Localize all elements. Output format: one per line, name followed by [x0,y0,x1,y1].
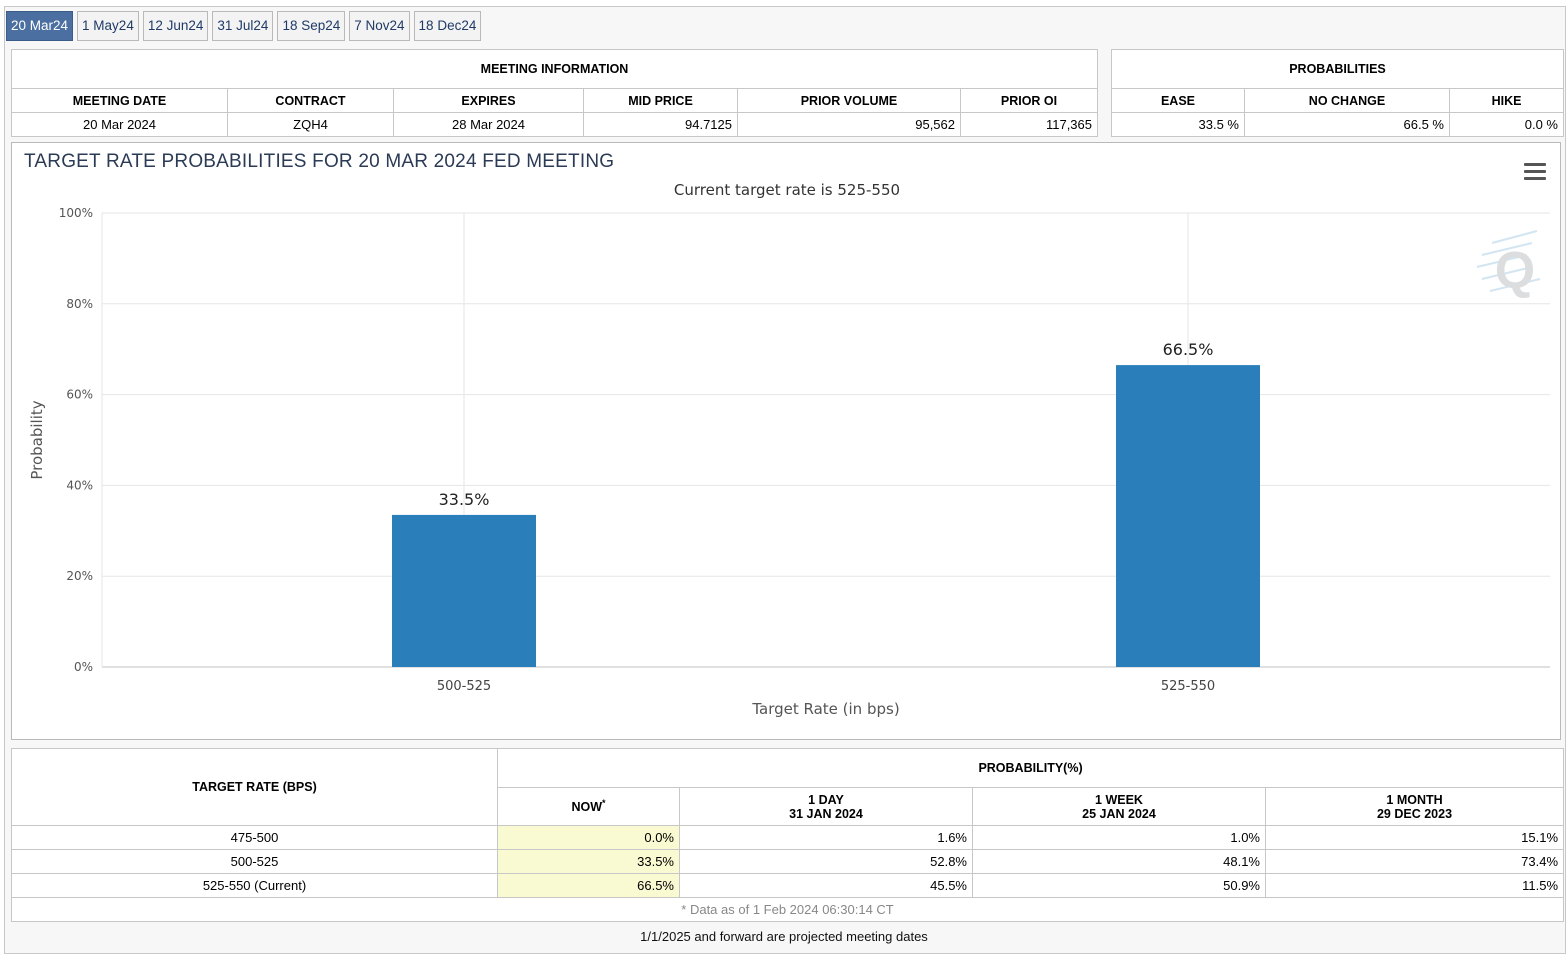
day-cell: 52.8% [679,849,973,874]
header-mid-price: MID PRICE [583,88,738,113]
y-tick-label: 20% [66,569,93,583]
chart-title: TARGET RATE PROBABILITIES FOR 20 MAR 202… [24,151,615,172]
month-cell: 73.4% [1264,849,1565,874]
tab-1-may24[interactable]: 1 May24 [77,11,139,41]
hike-value: 0.0 % [1449,112,1564,137]
header-contract: CONTRACT [227,88,394,113]
mid-price-value: 94.7125 [583,112,738,137]
tab-31-jul24[interactable]: 31 Jul24 [212,11,274,41]
meeting-tabs: 20 Mar24 1 May24 12 Jun24 31 Jul24 18 Se… [6,11,482,41]
y-tick-label: 80% [66,297,93,311]
month-cell: 15.1% [1264,825,1565,850]
prior-oi-value: 117,365 [960,112,1098,137]
day-cell: 45.5% [679,873,973,898]
table-row: 475-500 0.0% 1.6% 1.0% 15.1% [11,825,1565,850]
header-target-rate: TARGET RATE (BPS) [11,748,498,826]
ease-value: 33.5 % [1111,112,1245,137]
header-expires: EXPIRES [393,88,584,113]
data-timestamp-footnote: * Data as of 1 Feb 2024 06:30:14 CT [10,897,1565,922]
week-cell: 1.0% [972,825,1266,850]
y-tick-label: 60% [66,388,93,402]
header-probability: PROBABILITY(%) [496,748,1565,788]
y-axis-title: Probability [28,400,46,479]
target-rate-chart: TARGET RATE PROBABILITIES FOR 20 MAR 202… [11,142,1561,740]
header-no-change: NO CHANGE [1244,88,1450,113]
week-cell: 50.9% [972,873,1266,898]
day-cell: 1.6% [679,825,973,850]
header-hike: HIKE [1449,88,1564,113]
meeting-information-title: MEETING INFORMATION [11,49,1098,89]
header-prior-volume: PRIOR VOLUME [737,88,961,113]
prior-volume-value: 95,562 [737,112,961,137]
bar [1116,365,1260,667]
bar-data-label: 66.5% [1163,340,1214,359]
bar-data-label: 33.5% [439,490,490,509]
probability-history-table: TARGET RATE (BPS) PROBABILITY(%) NOW* 1 … [10,748,1565,922]
rate-cell: 500-525 [11,849,498,874]
header-meeting-date: MEETING DATE [11,88,228,113]
now-cell: 0.0% [497,825,680,850]
week-cell: 48.1% [972,849,1266,874]
y-tick-label: 40% [66,478,93,492]
chart-subtitle: Current target rate is 525-550 [673,181,901,199]
now-cell: 33.5% [497,849,680,874]
tab-20-mar24[interactable]: 20 Mar24 [6,11,74,41]
probabilities-table: PROBABILITIES EASE NO CHANGE HIKE 33.5 %… [1111,49,1564,137]
table-row: 525-550 (Current) 66.5% 45.5% 50.9% 11.5… [11,873,1565,898]
tab-18-sep24[interactable]: 18 Sep24 [277,11,346,41]
no-change-value: 66.5 % [1244,112,1450,137]
contract-value: ZQH4 [227,112,394,137]
expires-value: 28 Mar 2024 [393,112,584,137]
tab-12-jun24[interactable]: 12 Jun24 [142,11,209,41]
chart-plot: 0% 20% 40% 60% 80% 100% 33.5% 500-525 66.5% 525-5… [28,206,1550,718]
hamburger-menu-icon[interactable] [1524,163,1546,181]
month-cell: 11.5% [1264,873,1565,898]
now-cell: 66.5% [497,873,680,898]
x-axis-title: Target Rate (in bps) [751,700,899,718]
meeting-information-table: MEETING INFORMATION MEETING DATE CONTRAC… [11,49,1098,137]
tab-7-nov24[interactable]: 7 Nov24 [349,11,410,41]
header-prior-oi: PRIOR OI [960,88,1098,113]
header-ease: EASE [1111,88,1245,113]
rate-cell: 475-500 [11,825,498,850]
header-1-week: 1 WEEK 25 JAN 2024 [972,787,1266,826]
quikstrike-q-logo-icon: Q [1476,230,1541,300]
y-tick-label: 0% [74,660,93,674]
projected-dates-note: 1/1/2025 and forward are projected meeti… [640,929,928,944]
svg-text:Q: Q [1495,242,1535,300]
x-tick-label: 500-525 [437,679,491,694]
header-now: NOW* [497,787,680,826]
meeting-date-value: 20 Mar 2024 [11,112,228,137]
bar [392,514,536,667]
header-1-month: 1 MONTH 29 DEC 2023 [1264,787,1565,826]
tab-18-dec24[interactable]: 18 Dec24 [413,11,482,41]
x-tick-label: 525-550 [1161,679,1215,694]
table-row: 500-525 33.5% 52.8% 48.1% 73.4% [11,849,1565,874]
rate-cell: 525-550 (Current) [11,873,498,898]
header-1-day: 1 DAY 31 JAN 2024 [679,787,973,826]
probabilities-title: PROBABILITIES [1111,49,1564,89]
y-tick-label: 100% [59,206,93,220]
